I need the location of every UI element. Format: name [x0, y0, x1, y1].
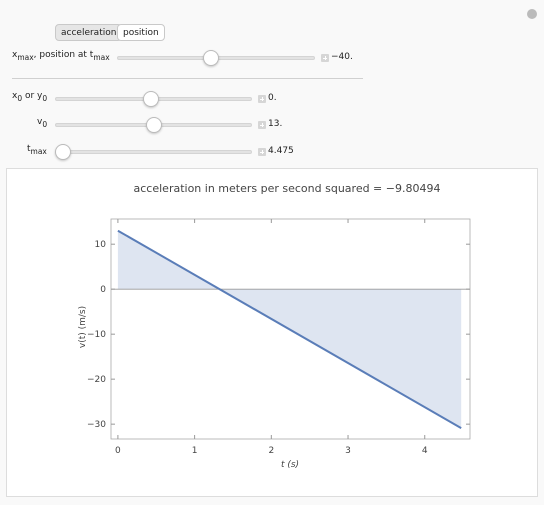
- chart: acceleration in meters per second square…: [78, 182, 471, 470]
- y-tick-label: 10: [95, 240, 107, 250]
- label-text: x: [12, 91, 18, 101]
- plot-frame: [110, 218, 471, 440]
- y-tick-label: −20: [87, 375, 106, 385]
- subscript: max: [17, 53, 34, 62]
- plot-panel: acceleration in meters per second square…: [6, 168, 538, 497]
- x-tick-label: 2: [268, 446, 274, 456]
- subscript: max: [30, 147, 47, 156]
- slider-value: 0.: [268, 93, 277, 103]
- y-tick-label: −10: [87, 330, 106, 340]
- x-tick-label: 0: [115, 446, 121, 456]
- label-text: , position at t: [33, 50, 94, 60]
- y-tick-label: −30: [87, 420, 106, 430]
- label-text: or y: [22, 91, 43, 101]
- slider-track[interactable]: [55, 150, 252, 154]
- slider-label: x0 or y0: [12, 91, 48, 103]
- slider-label: v0: [37, 117, 48, 129]
- expand-button[interactable]: [258, 121, 266, 129]
- slider-label: xmax, position at tmax: [12, 50, 110, 62]
- slider-value: 4.475: [268, 146, 294, 156]
- slider-thumb[interactable]: [143, 91, 159, 107]
- slider-thumb[interactable]: [55, 144, 71, 160]
- velocity-line: [117, 229, 462, 429]
- slider-value: −40.: [331, 52, 353, 62]
- expand-button[interactable]: [258, 148, 266, 156]
- expand-button[interactable]: [258, 95, 266, 103]
- options-button[interactable]: [527, 9, 537, 19]
- subscript: 0: [17, 94, 23, 103]
- subscript: 0: [42, 120, 48, 129]
- x-tick-label: 1: [192, 446, 198, 456]
- x-axis-label: t (s): [281, 460, 299, 470]
- y-axis-label: v(t) (m/s): [78, 306, 88, 348]
- slider-value: 13.: [268, 119, 283, 129]
- x-tick-label: 3: [345, 446, 351, 456]
- subscript: max: [93, 53, 110, 62]
- chart-title: acceleration in meters per second square…: [134, 182, 441, 195]
- separator: [12, 78, 363, 79]
- slider-label: tmax: [27, 144, 47, 156]
- expand-button[interactable]: [321, 54, 329, 62]
- slider-thumb[interactable]: [203, 50, 219, 66]
- label-text: v: [37, 117, 43, 127]
- label-text: t: [27, 144, 31, 154]
- subscript: 0: [42, 94, 48, 103]
- slider-thumb[interactable]: [146, 117, 162, 133]
- label-text: x: [12, 50, 18, 60]
- tab-button[interactable]: position: [117, 24, 165, 41]
- x-tick-label: 4: [422, 446, 428, 456]
- tab-button[interactable]: acceleration: [55, 24, 123, 41]
- y-tick-label: 0: [100, 285, 106, 295]
